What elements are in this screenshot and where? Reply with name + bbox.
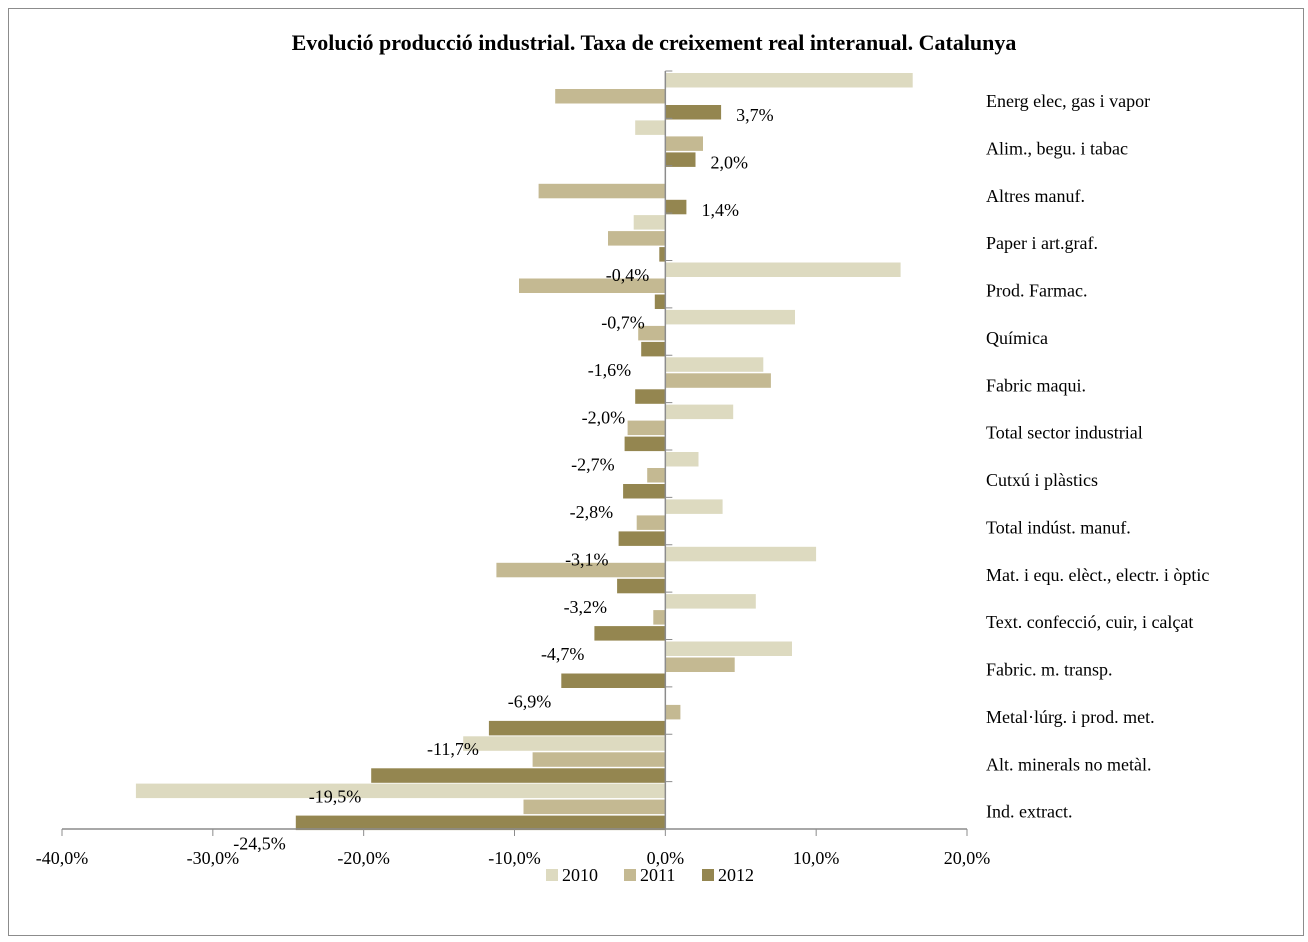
- data-label: -2,0%: [582, 407, 626, 427]
- bar-2010: [665, 262, 901, 277]
- legend-label-2012: 2012: [718, 865, 754, 885]
- legend-label-2010: 2010: [562, 865, 598, 885]
- data-label: 3,7%: [736, 105, 774, 125]
- bar-2011: [636, 515, 666, 530]
- bar-2010: [665, 452, 699, 467]
- data-label: -0,4%: [606, 265, 650, 285]
- data-label: -3,2%: [564, 597, 608, 617]
- bar-2012: [618, 531, 666, 546]
- category-label: Fabric maqui.: [986, 375, 1086, 395]
- data-label: -19,5%: [309, 786, 362, 806]
- bar-2010: [635, 120, 666, 135]
- bar-2010: [665, 499, 723, 514]
- category-label: Mat. i equ. elèct., electr. i òptic: [986, 565, 1209, 585]
- bar-2011: [647, 468, 666, 483]
- bar-2011: [496, 562, 666, 578]
- data-label: -2,7%: [571, 455, 615, 475]
- bar-2012: [665, 199, 687, 215]
- bar-2012: [371, 768, 666, 783]
- bar-2011: [665, 704, 681, 720]
- category-label: Fabric. m. transp.: [986, 660, 1112, 680]
- bar-2012: [295, 815, 666, 831]
- category-label: Metal·lúrg. i prod. met.: [986, 707, 1155, 727]
- x-tick-label: 0,0%: [647, 848, 685, 868]
- bar-2012: [594, 626, 666, 641]
- bar-2011: [519, 278, 666, 293]
- bar-2010: [665, 546, 817, 562]
- data-label: -3,1%: [565, 549, 609, 569]
- bar-2011: [665, 657, 735, 672]
- data-label: -6,9%: [508, 692, 552, 712]
- category-label: Energ elec, gas i vapor: [986, 91, 1150, 111]
- data-label: -2,8%: [570, 502, 614, 522]
- bar-2012: [665, 152, 696, 167]
- x-tick-label: -10,0%: [488, 848, 541, 868]
- x-tick-label: -40,0%: [36, 848, 89, 868]
- bar-2010: [665, 641, 792, 656]
- bar-2011: [665, 136, 703, 151]
- bar-2011: [555, 89, 666, 104]
- bar-2010: [135, 783, 666, 799]
- bar-2011: [665, 373, 771, 388]
- x-tick-label: 10,0%: [793, 848, 840, 868]
- bar-2010: [665, 73, 913, 88]
- bar-2011: [523, 799, 666, 815]
- data-label: 2,0%: [711, 152, 749, 172]
- data-label: -11,7%: [427, 739, 479, 759]
- legend-swatch-2012: [702, 869, 714, 881]
- x-tick-label: -30,0%: [187, 848, 240, 868]
- bar-2012: [665, 105, 722, 120]
- bar-2012: [561, 673, 666, 688]
- category-label: Alt. minerals no metàl.: [986, 754, 1151, 774]
- data-label: -0,7%: [601, 313, 645, 333]
- bar-2011: [532, 752, 666, 767]
- bar-2012: [635, 389, 666, 404]
- chart-title: Evolució producció industrial. Taxa de c…: [291, 30, 1017, 55]
- bar-2012: [659, 247, 666, 262]
- bar-2011: [653, 610, 666, 625]
- bar-2010: [665, 309, 795, 325]
- bar-2010: [665, 404, 734, 420]
- data-label: 1,4%: [701, 200, 739, 220]
- data-label: -1,6%: [588, 360, 632, 380]
- bar-2011: [627, 420, 666, 436]
- bar-2012: [488, 720, 666, 736]
- x-tick-label: -20,0%: [337, 848, 390, 868]
- bar-2012: [654, 294, 666, 309]
- legend-swatch-2010: [546, 869, 558, 881]
- category-label: Paper i art.graf.: [986, 233, 1098, 253]
- bar-2012: [617, 578, 666, 594]
- bar-2010: [463, 736, 666, 751]
- x-tick-label: 20,0%: [944, 848, 991, 868]
- bar-2012: [641, 341, 666, 357]
- category-label: Cutxú i plàstics: [986, 470, 1098, 490]
- category-label: Total sector industrial: [986, 423, 1143, 443]
- bar-2012: [623, 484, 666, 499]
- category-label: Alim., begu. i tabac: [986, 138, 1128, 158]
- category-label: Altres manuf.: [986, 186, 1085, 206]
- category-label: Ind. extract.: [986, 802, 1072, 822]
- data-label: -4,7%: [541, 644, 585, 664]
- legend-swatch-2011: [624, 869, 636, 881]
- category-label: Text. confecció, cuir, i calçat: [986, 612, 1193, 632]
- category-label: Prod. Farmac.: [986, 281, 1087, 301]
- bar-2010: [665, 594, 756, 609]
- bar-2011: [538, 183, 666, 199]
- legend-label-2011: 2011: [640, 865, 675, 885]
- category-label: Química: [986, 328, 1048, 348]
- bar-2011: [608, 231, 666, 246]
- data-label: -24,5%: [233, 834, 286, 854]
- bar-2012: [624, 436, 666, 452]
- bar-2011: [638, 325, 666, 341]
- bar-2010: [665, 357, 764, 372]
- bar-2010: [633, 215, 666, 230]
- category-label: Total indúst. manuf.: [986, 517, 1131, 537]
